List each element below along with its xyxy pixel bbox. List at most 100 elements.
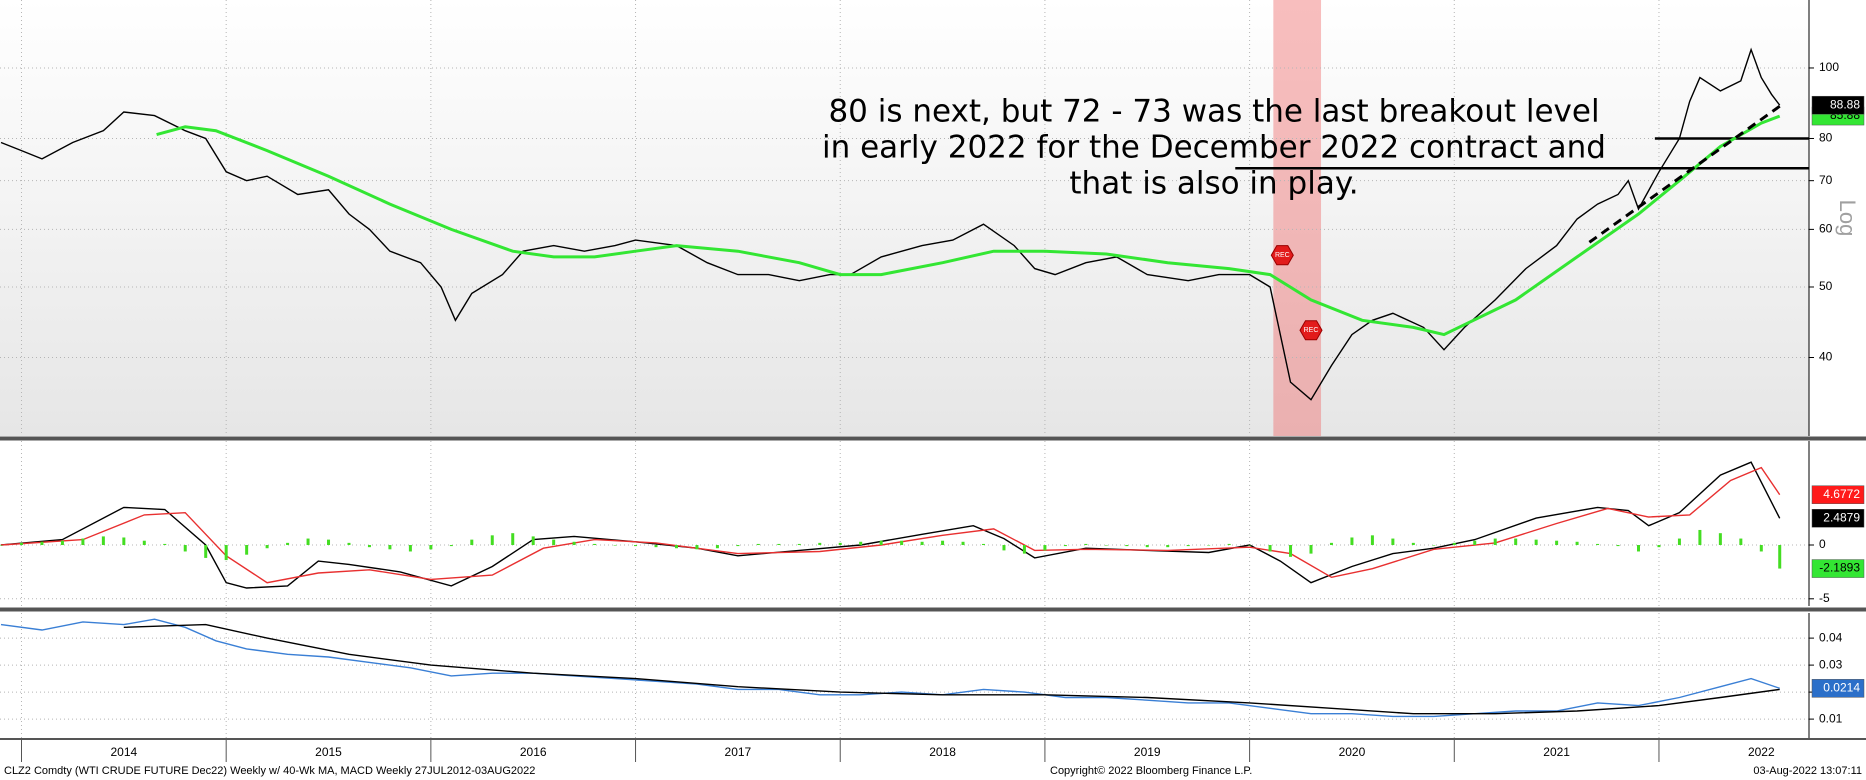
histogram-bar	[245, 545, 249, 555]
y-axis-label: Log	[1835, 200, 1860, 237]
histogram-bar	[286, 542, 290, 546]
histogram-bar	[142, 540, 146, 546]
value-badge	[1811, 485, 1865, 504]
y-tick-label: 60	[1819, 222, 1833, 236]
recession-marker	[1299, 320, 1323, 341]
histogram-bar	[982, 543, 986, 546]
y-tick-label: 50	[1819, 279, 1833, 293]
y-tick-label: 0.03	[1819, 657, 1843, 671]
footer-left: CLZ2 Comdty (WTI CRUDE FUTURE Dec22) Wee…	[4, 765, 535, 777]
histogram-bar	[1473, 540, 1477, 546]
panel-separator	[0, 738, 1866, 740]
recession-marker-label: REC	[1275, 252, 1290, 259]
histogram-bar	[224, 545, 228, 561]
histogram-bar	[470, 539, 474, 546]
histogram-bar	[1432, 545, 1436, 546]
histogram-bar	[1677, 538, 1681, 546]
histogram-bar	[1289, 545, 1293, 557]
histogram-bar	[1207, 545, 1211, 546]
x-tick-label: 2014	[110, 745, 137, 759]
histogram-bar	[1227, 543, 1231, 546]
footer-center: Copyright© 2022 Bloomberg Finance L.P.	[1050, 765, 1252, 777]
histogram-bar	[347, 542, 351, 546]
histogram-bar	[511, 533, 515, 546]
histogram-bar	[695, 545, 699, 550]
y-tick-label: 100	[1819, 60, 1839, 74]
value-badge	[1811, 95, 1865, 115]
histogram-bar	[1575, 541, 1579, 546]
histogram-bar	[1248, 545, 1252, 546]
y-tick-label: 0.01	[1819, 711, 1843, 725]
histogram-bar	[634, 545, 638, 547]
histogram-bar	[859, 541, 863, 546]
histogram-bar	[122, 537, 126, 546]
histogram-bar	[920, 541, 924, 546]
histogram-bar	[1698, 529, 1702, 546]
histogram-bar	[961, 541, 965, 546]
histogram-bar	[736, 545, 740, 547]
histogram-bar	[797, 543, 801, 546]
histogram-bar	[367, 545, 371, 548]
plot-background	[0, 0, 1809, 436]
series-line	[123, 623, 1780, 715]
x-tick-label: 2015	[315, 745, 342, 759]
histogram-bar	[1555, 540, 1559, 546]
annotation: that is also in play.	[1069, 166, 1358, 202]
histogram-bar	[1268, 545, 1272, 552]
histogram-bar	[838, 542, 842, 546]
y-tick-label: 70	[1819, 173, 1833, 187]
histogram-bar	[265, 545, 269, 549]
histogram-bar	[1718, 533, 1722, 546]
histogram-bar	[163, 543, 167, 546]
histogram-bar	[1596, 543, 1600, 546]
histogram-bar	[1616, 545, 1620, 547]
y-tick-label: 40	[1819, 350, 1833, 364]
y-tick-label: 0.04	[1819, 630, 1843, 644]
histogram-bar	[593, 543, 597, 546]
recession-band	[1273, 0, 1322, 436]
histogram-bar	[1493, 538, 1497, 546]
histogram-bar	[204, 545, 208, 558]
y-tick-label: -5	[1819, 591, 1830, 605]
histogram-bar	[1350, 537, 1354, 546]
panel-separator	[0, 436, 1866, 441]
annotation: in early 2022 for the December 2022 cont…	[822, 130, 1606, 166]
histogram-bar	[777, 543, 781, 546]
histogram-bar	[674, 545, 678, 549]
histogram-bar	[572, 541, 576, 546]
histogram-bar	[879, 540, 883, 546]
histogram-bar	[1329, 542, 1333, 546]
histogram-bar	[756, 543, 760, 546]
y-tick-label: 0	[1819, 537, 1826, 551]
recession-marker-label: REC	[1304, 327, 1319, 334]
histogram-bar	[1391, 538, 1395, 546]
histogram-bar	[1002, 545, 1006, 551]
plot-background	[0, 613, 1809, 738]
histogram-bar	[1636, 545, 1640, 552]
histogram-bar	[1084, 543, 1088, 546]
histogram-bar	[552, 539, 556, 546]
histogram-bar	[654, 545, 658, 548]
histogram-bar	[900, 540, 904, 546]
value-badge-label: 2.4879	[1823, 510, 1860, 524]
histogram-bar	[1125, 545, 1129, 547]
series-line	[0, 461, 1781, 589]
x-tick-label: 2016	[520, 745, 547, 759]
trend-line	[1588, 104, 1781, 244]
value-badge-label: 88.88	[1830, 97, 1860, 111]
histogram-bar	[449, 545, 453, 547]
histogram-bar	[613, 545, 617, 546]
panel-separator	[0, 607, 1866, 612]
y-tick-label: 80	[1819, 131, 1833, 145]
series-line	[0, 47, 1781, 401]
histogram-bar	[1370, 535, 1374, 546]
histogram-bar	[408, 545, 412, 552]
histogram-bar	[1186, 545, 1190, 547]
histogram-bar	[1166, 545, 1170, 548]
recession-marker	[1270, 245, 1294, 266]
value-badge	[1811, 509, 1865, 528]
histogram-bar	[327, 539, 331, 546]
value-badge-label: -2.1893	[1819, 561, 1860, 575]
value-badge-label: 0.0214	[1823, 680, 1860, 694]
